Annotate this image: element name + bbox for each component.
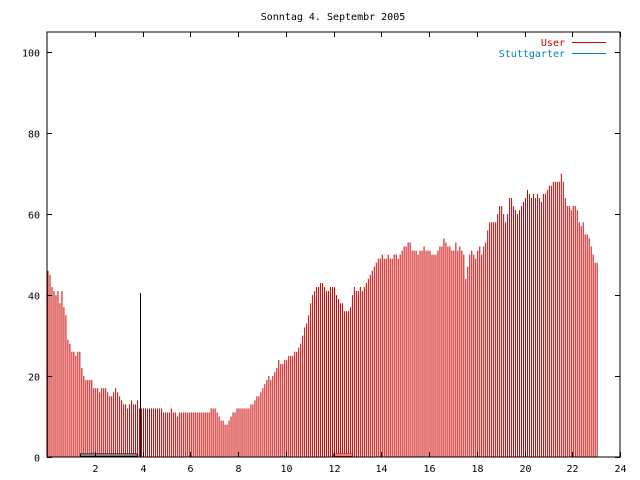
y-tick-label-100: 100 <box>22 49 40 60</box>
markers-layer <box>79 293 528 457</box>
x-tick-label-14: 14 <box>375 464 387 475</box>
marker-b <box>333 453 354 457</box>
y-tick-label-20: 20 <box>28 373 40 384</box>
legend-label-user: User <box>541 38 565 49</box>
x-tick-label-6: 6 <box>187 464 193 475</box>
plot-frame <box>46 31 621 458</box>
x-tick-label-2: 2 <box>92 464 98 475</box>
x-tick-label-10: 10 <box>280 464 292 475</box>
x-tick-label-24: 24 <box>614 464 626 475</box>
chart-title: Sonntag 4. Septembr 2005 <box>261 12 406 23</box>
legend: User Stuttgarter <box>499 38 606 60</box>
plot-area <box>47 173 598 457</box>
marker-a <box>79 453 139 457</box>
y-tick-label-80: 80 <box>28 130 40 141</box>
x-tick-label-20: 20 <box>519 464 531 475</box>
y-tick-label-0: 0 <box>34 454 40 465</box>
x-tick-label-4: 4 <box>140 464 146 475</box>
y-tick-label-40: 40 <box>28 292 40 303</box>
x-tick-label-16: 16 <box>423 464 435 475</box>
y-tick-label-60: 60 <box>28 211 40 222</box>
x-tick-label-8: 8 <box>235 464 241 475</box>
x-tick-label-22: 22 <box>566 464 578 475</box>
legend-label-stuttgarter: Stuttgarter <box>499 49 565 60</box>
x-tick-label-18: 18 <box>471 464 483 475</box>
x-tick-label-12: 12 <box>328 464 340 475</box>
